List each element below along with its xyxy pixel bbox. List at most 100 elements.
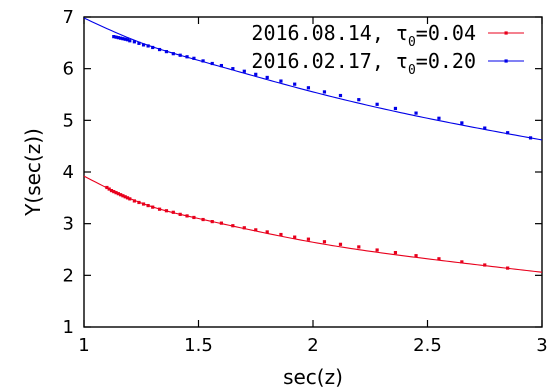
legend-marker — [504, 31, 508, 35]
data-point-series-1 — [506, 266, 510, 270]
data-point-series-2 — [231, 67, 235, 71]
data-point-series-2 — [178, 53, 182, 57]
data-point-series-2 — [460, 121, 464, 125]
data-point-series-1 — [178, 212, 182, 216]
y-tick-label: 5 — [63, 110, 74, 131]
data-point-series-1 — [279, 232, 283, 237]
y-axis-label: Y(sec(z)) — [21, 128, 45, 217]
x-tick-label: 1 — [78, 335, 89, 356]
axis-ticks: 1 1.5 2 2.5 3 1 2 3 4 5 6 7 — [63, 7, 548, 356]
data-point-series-2 — [116, 36, 120, 40]
data-point-series-2 — [322, 90, 327, 94]
fit-curve-1 — [83, 175, 543, 273]
x-axis-label: sec(z) — [283, 365, 343, 389]
data-point-series-2 — [123, 37, 127, 41]
y-tick-label: 6 — [63, 59, 74, 80]
data-point-series-2 — [128, 39, 132, 43]
data-point-series-2 — [137, 41, 141, 45]
data-point-series-1 — [338, 242, 343, 246]
y-tick-label: 7 — [63, 7, 74, 28]
data-point-series-2 — [279, 79, 283, 83]
data-point-series-1 — [125, 196, 130, 200]
data-point-series-1 — [437, 257, 441, 261]
data-point-series-1 — [105, 185, 109, 190]
x-tick-label: 2.5 — [413, 335, 442, 356]
data-point-series-1 — [357, 245, 361, 249]
data-point-series-1 — [210, 220, 214, 224]
data-point-series-1 — [306, 237, 311, 241]
data-point-series-1 — [460, 260, 464, 264]
data-point-series-2 — [141, 43, 146, 47]
data-point-series-2 — [528, 136, 533, 140]
y-tick-label: 4 — [63, 162, 74, 183]
data-point-series-2 — [121, 37, 125, 41]
data-point-series-2 — [219, 63, 223, 68]
data-point-series-2 — [114, 35, 118, 39]
legend-entry-1-label: 2016.08.14, τ0=0.04 — [251, 21, 476, 50]
x-tick-label: 2 — [307, 335, 318, 356]
data-point-series-2 — [185, 55, 189, 59]
data-point-series-2 — [483, 126, 487, 130]
data-point-series-1 — [375, 248, 379, 252]
data-point-series-2 — [146, 44, 150, 48]
data-point-series-2 — [506, 131, 510, 135]
data-point-series-1 — [254, 228, 258, 232]
data-point-series-1 — [112, 190, 116, 194]
data-point-series-1 — [146, 203, 150, 208]
data-point-series-2 — [119, 36, 123, 40]
data-point-series-1 — [322, 240, 327, 244]
x-tick-label: 1.5 — [184, 335, 213, 356]
data-point-series-1 — [265, 230, 269, 234]
data-point-series-1 — [414, 254, 418, 258]
legend-entry-1-sample — [488, 31, 524, 35]
data-point-series-2 — [338, 93, 343, 98]
data-point-series-1 — [242, 226, 246, 230]
data-point-series-1 — [293, 235, 297, 239]
data-point-series-1 — [116, 192, 120, 196]
x-tick-label: 3 — [536, 335, 547, 356]
data-point-series-1 — [219, 221, 223, 225]
legend-entry-2-label: 2016.02.17, τ0=0.20 — [251, 49, 476, 78]
data-point-series-2 — [157, 47, 162, 52]
y-tick-label: 2 — [63, 265, 74, 286]
data-point-series-2 — [164, 50, 169, 54]
data-point-series-2 — [112, 35, 116, 39]
data-point-series-2 — [132, 40, 136, 44]
data-point-series-1 — [171, 210, 175, 214]
data-point-series-2 — [437, 116, 441, 120]
data-point-series-2 — [192, 56, 196, 60]
data-point-series-2 — [151, 45, 155, 50]
data-point-series-1 — [151, 205, 155, 209]
data-point-series-2 — [210, 61, 214, 66]
data-point-series-1 — [114, 191, 118, 195]
data-point-series-1 — [121, 194, 125, 198]
data-point-series-1 — [119, 193, 123, 197]
data-point-series-1 — [201, 217, 205, 222]
data-point-series-1 — [123, 195, 127, 199]
data-point-series-1 — [164, 209, 169, 213]
data-point-series-2 — [375, 102, 379, 106]
legend-marker — [504, 59, 508, 63]
data-point-series-2 — [306, 86, 311, 90]
data-point-series-1 — [483, 263, 487, 267]
data-point-series-2 — [254, 72, 258, 76]
data-point-series-1 — [132, 199, 136, 203]
data-point-series-2 — [357, 98, 361, 102]
data-point-series-2 — [201, 59, 205, 63]
data-point-series-1 — [107, 187, 111, 191]
data-point-series-2 — [393, 106, 398, 111]
data-point-series-2 — [293, 82, 297, 86]
data-point-series-2 — [125, 38, 130, 42]
data-point-series-1 — [185, 214, 189, 218]
data-point-series-2 — [265, 75, 269, 80]
y-tick-label: 1 — [63, 317, 74, 338]
data-point-series-1 — [137, 200, 141, 205]
legend: 2016.08.14, τ0=0.04 2016.02.17, τ0=0.20 — [251, 21, 524, 78]
data-point-series-1 — [157, 207, 162, 211]
data-point-series-1 — [393, 251, 398, 255]
data-point-series-1 — [128, 197, 132, 201]
data-points — [105, 35, 533, 270]
y-tick-label: 3 — [63, 214, 74, 235]
data-point-series-1 — [109, 189, 114, 193]
